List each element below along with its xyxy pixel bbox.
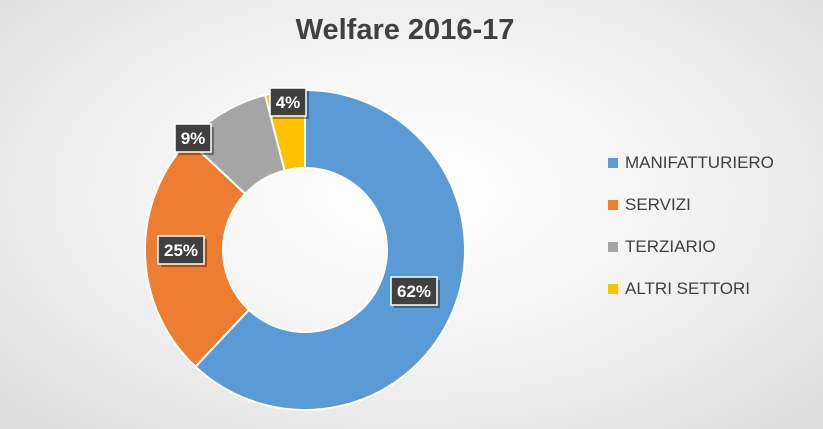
legend-swatch-servizi xyxy=(608,200,618,210)
legend-item-terziario: TERZIARIO xyxy=(608,226,774,268)
chart-legend: MANIFATTURIERO SERVIZI TERZIARIO ALTRI S… xyxy=(608,142,774,310)
legend-label-terziario: TERZIARIO xyxy=(625,237,716,256)
data-labels: 62% 25% 9% 4% xyxy=(157,87,440,308)
data-label-text-terziario: 9% xyxy=(181,129,206,148)
legend-swatch-altri-settori xyxy=(608,284,618,294)
data-label-text-servizi: 25% xyxy=(164,241,198,260)
legend-swatch-manifatturiero xyxy=(608,158,618,168)
legend-label-altri-settori: ALTRI SETTORI xyxy=(625,279,751,298)
chart-title: Welfare 2016-17 xyxy=(295,14,515,46)
legend-label-servizi: SERVIZI xyxy=(625,195,691,214)
legend-item-servizi: SERVIZI xyxy=(608,184,774,226)
legend-item-manifatturiero: MANIFATTURIERO xyxy=(608,142,774,184)
data-label-altri-settori: 4% xyxy=(269,87,309,119)
data-label-terziario: 9% xyxy=(174,123,214,155)
legend-swatch-terziario xyxy=(608,242,618,252)
legend-item-altri-settori: ALTRI SETTORI xyxy=(608,268,774,310)
legend-label-manifatturiero: MANIFATTURIERO xyxy=(625,153,774,172)
slice-manifatturiero xyxy=(194,88,466,411)
data-label-servizi: 25% xyxy=(157,235,207,267)
data-label-manifatturiero: 62% xyxy=(390,276,440,308)
data-label-text-altri-settori: 4% xyxy=(276,93,301,112)
data-label-text-manifatturiero: 62% xyxy=(397,282,431,301)
